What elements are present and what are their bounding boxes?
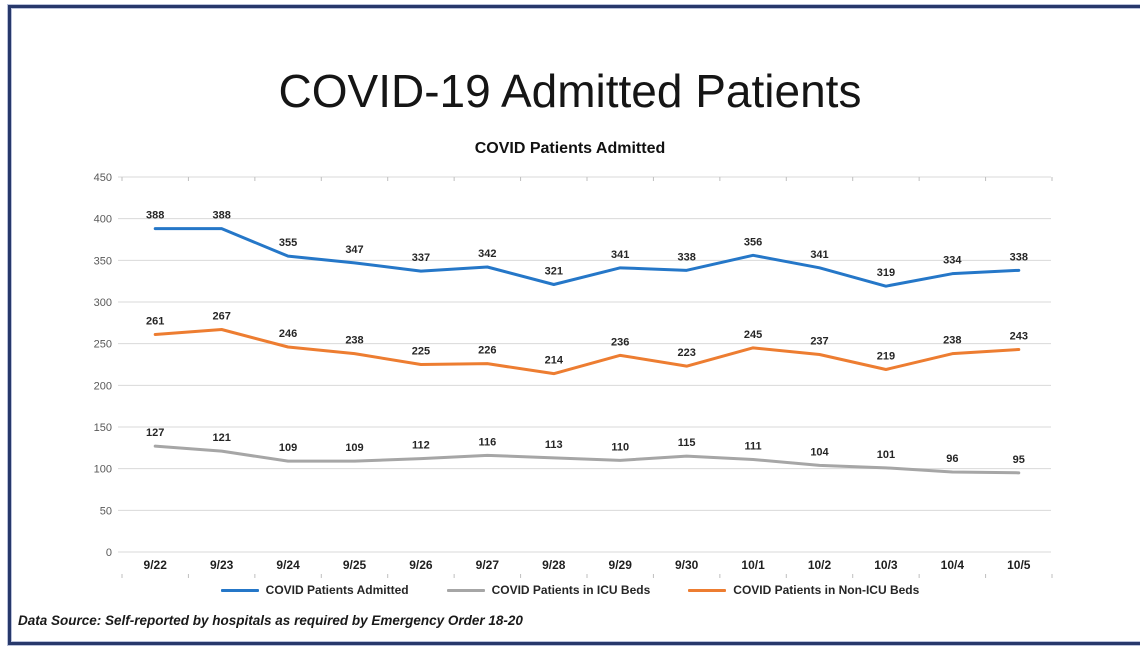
legend-item-icu: COVID Patients in ICU Beds [446,583,651,597]
page-border-frame [8,5,1140,645]
data-label: 127 [146,427,164,439]
y-axis-tick-label: 100 [94,464,112,476]
data-label: 110 [611,441,629,453]
x-axis-tick-label: 9/24 [276,558,300,572]
data-label: 238 [345,335,363,347]
data-label: 226 [478,345,496,357]
data-label: 347 [345,244,363,256]
series-line [153,328,1021,376]
data-label: 121 [212,432,230,444]
x-axis-tick-label: 9/28 [542,558,566,572]
x-axis-tick-label: 9/25 [343,558,367,572]
data-label: 243 [1010,331,1028,343]
x-axis-tick-label: 10/5 [1007,558,1031,572]
x-axis-tick-label: 9/27 [476,558,500,572]
x-axis-tick-label: 9/26 [409,558,433,572]
data-label: 238 [943,335,961,347]
data-label: 219 [877,351,895,363]
y-axis-tick-label: 150 [94,422,112,434]
x-axis-tick-label: 10/2 [808,558,832,572]
data-source-note: Data Source: Self-reported by hospitals … [18,613,523,628]
y-axis-tick-label: 200 [94,380,112,392]
y-axis-tick-label: 0 [106,547,112,559]
data-label: 338 [1010,251,1028,263]
data-label: 223 [677,347,695,359]
data-label: 109 [345,442,363,454]
data-label: 112 [412,440,430,452]
data-label: 101 [877,449,895,461]
data-label: 96 [946,453,958,465]
data-label: 237 [810,336,828,348]
data-label: 225 [412,346,430,358]
data-label: 111 [745,441,762,453]
series-line [153,444,1021,475]
legend-line-icu-icon [446,588,485,592]
data-label: 109 [279,442,297,454]
x-axis-tick-label: 10/3 [874,558,898,572]
data-label: 342 [478,248,496,260]
data-label: 321 [545,266,563,278]
x-axis-tick-label: 10/1 [741,558,765,572]
page-title: COVID-19 Admitted Patients [278,65,862,117]
x-axis-tick-label: 9/30 [675,558,699,572]
data-label: 388 [146,210,164,222]
data-label: 261 [146,316,164,328]
data-label: 341 [611,249,629,261]
y-axis-tick-label: 400 [94,214,112,226]
data-label: 113 [545,439,563,451]
data-label: 214 [545,355,564,367]
x-axis-tick-label: 9/29 [609,558,633,572]
data-label: 246 [279,328,297,340]
series-line [153,227,1021,288]
data-label: 355 [279,237,297,249]
data-label: 95 [1013,454,1025,466]
data-label: 236 [611,336,629,348]
legend-label: COVID Patients in Non-ICU Beds [733,583,920,597]
legend-label: COVID Patients in ICU Beds [491,583,651,597]
data-label: 319 [877,267,895,279]
legend-line-non-icu-icon [688,588,727,592]
data-label: 104 [810,446,829,458]
legend-item-non-icu: COVID Patients in Non-ICU Beds [688,583,919,597]
legend-label: COVID Patients Admitted [265,583,409,597]
data-label: 115 [678,437,696,449]
y-axis-tick-label: 450 [94,172,112,184]
data-label: 334 [943,255,962,267]
legend-item-admitted: COVID Patients Admitted [220,583,409,597]
data-label: 267 [212,311,230,323]
chart-legend: COVID Patients Admitted COVID Patients i… [0,583,1140,597]
x-axis-tick-label: 9/23 [210,558,234,572]
y-axis-tick-label: 350 [94,255,112,267]
data-label: 338 [677,251,695,263]
data-label: 337 [412,252,430,264]
x-axis-tick-label: 9/22 [144,558,168,572]
data-label: 116 [478,436,496,448]
chart-title: COVID Patients Admitted [474,140,666,157]
y-axis-tick-label: 300 [94,297,112,309]
data-label: 341 [810,249,828,261]
y-axis-tick-label: 250 [94,339,112,351]
x-axis-tick-label: 10/4 [941,558,965,572]
data-label: 388 [212,210,230,222]
data-label: 356 [744,236,762,248]
y-axis-tick-label: 50 [100,505,112,517]
legend-line-admitted-icon [220,588,259,592]
data-label: 245 [744,329,762,341]
